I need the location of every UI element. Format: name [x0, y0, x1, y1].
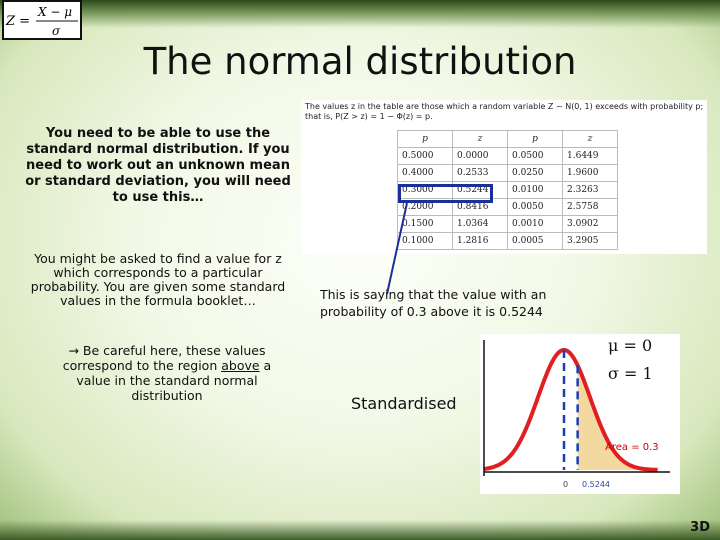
intro-paragraph: You need to be able to use the standard … — [25, 126, 291, 205]
header-z: z — [562, 130, 618, 148]
table-cell: 0.4000 — [397, 164, 453, 182]
normal-curve-graph — [480, 334, 680, 494]
table-cell: 0.0250 — [507, 164, 563, 182]
table-intro-text: The values z in the table are those whic… — [305, 102, 704, 121]
warning-text-end: a value in the standard normal distribut… — [76, 358, 272, 403]
table-cell: 0.0005 — [507, 232, 563, 250]
percentage-points-table-panel: The values z in the table are those whic… — [301, 100, 707, 254]
mu-label: μ = 0 — [608, 336, 653, 355]
table-cell: 0.1000 — [397, 232, 453, 250]
table-row: 0.4000 0.2533 0.0250 1.9600 — [397, 164, 618, 182]
formula-lhs: Z = — [5, 14, 30, 29]
table-cell: 0.0100 — [507, 181, 563, 199]
table-cell: 0.0050 — [507, 198, 563, 216]
table-cell: 1.6449 — [562, 147, 618, 165]
table-cell: 2.3263 — [562, 181, 618, 199]
slide-title: The normal distribution — [143, 40, 577, 83]
table-header-row: p z p z — [397, 130, 618, 148]
table-row: 0.1500 1.0364 0.0010 3.0902 — [397, 215, 618, 233]
table-cell: 1.0364 — [452, 215, 508, 233]
sigma-label: σ = 1 — [608, 364, 653, 383]
highlight-box — [398, 184, 493, 203]
bell-curve — [483, 347, 658, 472]
table-row: 0.5000 0.0000 0.0500 1.6449 — [397, 147, 618, 165]
top-frame — [0, 0, 720, 28]
z-formula: Z = X − μ σ — [5, 5, 78, 38]
table-cell: 0.0010 — [507, 215, 563, 233]
formula-denominator: σ — [52, 24, 61, 38]
table-cell: 0.5000 — [397, 147, 453, 165]
table-cell: 1.2816 — [452, 232, 508, 250]
table-cell: 0.0500 — [507, 147, 563, 165]
formula-numerator: X − μ — [37, 5, 72, 19]
table-cell: 3.0902 — [562, 215, 618, 233]
standardised-label: Standardised — [351, 394, 457, 413]
table-cell: 1.9600 — [562, 164, 618, 182]
table-cell: 0.0000 — [452, 147, 508, 165]
tick-z-value: 0.5244 — [582, 480, 610, 489]
header-z: z — [452, 130, 508, 148]
warning-text-start: → Be careful here, these values correspo… — [62, 343, 266, 373]
z-formula-box: Z = X − μ σ — [2, 0, 82, 40]
shaded-area — [577, 365, 658, 470]
table-cell: 0.1500 — [397, 215, 453, 233]
caption-text: This is saying that the value with an pr… — [320, 287, 547, 319]
area-label: Area = 0.3 — [605, 442, 659, 453]
table-row: 0.1000 1.2816 0.0005 3.2905 — [397, 232, 618, 250]
table-cell: 2.5758 — [562, 198, 618, 216]
header-p: p — [397, 130, 453, 148]
table-cell: 0.2533 — [452, 164, 508, 182]
warning-paragraph: → Be careful here, these values correspo… — [52, 343, 282, 403]
booklet-paragraph: You might be asked to find a value for z… — [30, 251, 286, 308]
header-p: p — [507, 130, 563, 148]
tick-zero: 0 — [563, 480, 569, 489]
normal-curve-svg — [483, 340, 670, 476]
table-row: 0.3000 0.5244 0.0100 2.3263 — [397, 181, 618, 199]
slide-number: 3D — [690, 520, 710, 535]
percentage-points-table: p z p z 0.5000 0.0000 0.0500 1.6449 0.4000 0… — [397, 130, 618, 250]
underlined-word: above — [221, 358, 260, 373]
table-cell: 3.2905 — [562, 232, 618, 250]
bottom-frame — [0, 520, 720, 540]
